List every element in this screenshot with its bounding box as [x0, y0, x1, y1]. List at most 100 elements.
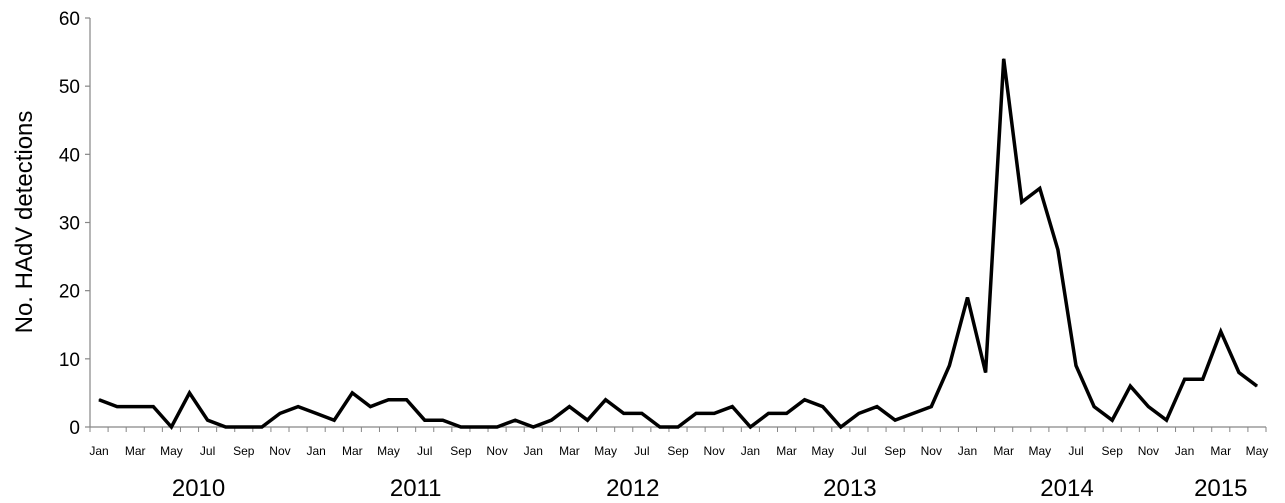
- data-point: [424, 419, 426, 421]
- x-tick-label: Mar: [125, 444, 146, 458]
- data-point: [840, 426, 842, 428]
- data-point: [1129, 385, 1131, 387]
- data-point: [985, 371, 987, 373]
- data-point: [1256, 385, 1258, 387]
- data-point: [98, 399, 100, 401]
- data-point: [1165, 419, 1167, 421]
- x-tick-label: Jul: [417, 444, 432, 458]
- data-point: [1057, 249, 1059, 251]
- data-point: [767, 412, 769, 414]
- data-point: [731, 406, 733, 408]
- x-tick-label: Jan: [1175, 444, 1194, 458]
- x-tick-label: May: [1246, 444, 1269, 458]
- data-point: [170, 426, 172, 428]
- axes: [85, 17, 1267, 432]
- data-point: [1238, 371, 1240, 373]
- data-point: [532, 426, 534, 428]
- x-tick-label: Mar: [1210, 444, 1231, 458]
- x-tick-label: Jan: [958, 444, 977, 458]
- data-point: [496, 426, 498, 428]
- y-tick-label: 40: [59, 145, 80, 166]
- y-tick-label: 0: [69, 418, 80, 439]
- y-tick-label: 30: [59, 214, 80, 235]
- data-point: [550, 419, 552, 421]
- data-point: [243, 426, 245, 428]
- data-point: [261, 426, 263, 428]
- data-point: [605, 399, 607, 401]
- data-point: [333, 419, 335, 421]
- data-point: [189, 392, 191, 394]
- x-tick-label: Nov: [486, 444, 507, 458]
- data-point: [514, 419, 516, 421]
- data-point: [695, 412, 697, 414]
- data-point: [478, 426, 480, 428]
- data-point: [894, 419, 896, 421]
- x-tick-label: Jan: [741, 444, 760, 458]
- x-tick-label: May: [377, 444, 400, 458]
- data-point: [587, 419, 589, 421]
- data-point: [930, 406, 932, 408]
- data-point: [966, 296, 968, 298]
- year-label: 2012: [606, 475, 659, 498]
- data-point: [225, 426, 227, 428]
- x-tick-label: Jan: [306, 444, 325, 458]
- x-tick-label: May: [160, 444, 183, 458]
- y-tick-labels: 0 10 20 30 40 50 60: [59, 9, 80, 439]
- x-tick-label: May: [811, 444, 834, 458]
- data-point: [858, 412, 860, 414]
- x-tick-label: Nov: [1138, 444, 1159, 458]
- year-labels: 2010 2011 2012 2013 2014 2015: [172, 475, 1248, 502]
- year-label: 2014: [1040, 475, 1093, 498]
- x-tick-labels: Jan Mar May Jul Sep Nov Jan Mar May Jul Sep Nov Jan M…: [89, 444, 1268, 458]
- data-point: [1021, 201, 1023, 203]
- x-tick-label: Nov: [269, 444, 290, 458]
- data-point: [641, 412, 643, 414]
- data-point: [1220, 331, 1222, 333]
- data-point: [659, 426, 661, 428]
- x-tick-label: Jan: [89, 444, 108, 458]
- data-point: [297, 406, 299, 408]
- x-tick-label: Mar: [993, 444, 1014, 458]
- data-point: [713, 412, 715, 414]
- x-tick-label: Jan: [524, 444, 543, 458]
- data-point: [1075, 365, 1077, 367]
- data-point: [1202, 378, 1204, 380]
- x-tick-label: May: [1029, 444, 1052, 458]
- data-point: [369, 406, 371, 408]
- y-axis-label: No. HAdV detections: [11, 111, 38, 334]
- x-tick-label: Sep: [1102, 444, 1124, 458]
- data-point: [279, 412, 281, 414]
- data-point: [1111, 419, 1113, 421]
- data-point: [822, 406, 824, 408]
- x-tick-label: Jul: [1068, 444, 1083, 458]
- data-point: [134, 406, 136, 408]
- data-point: [1093, 406, 1095, 408]
- series: [98, 58, 1259, 431]
- data-point: [912, 412, 914, 414]
- x-tick-label: May: [594, 444, 617, 458]
- y-tick-label: 60: [59, 9, 80, 30]
- data-point: [876, 406, 878, 408]
- data-point: [568, 406, 570, 408]
- data-point: [1184, 378, 1186, 380]
- data-point: [207, 419, 209, 421]
- x-tick-label: Jul: [200, 444, 215, 458]
- data-point: [677, 426, 679, 428]
- y-tick-label: 10: [59, 350, 80, 371]
- x-tick-label: Nov: [921, 444, 942, 458]
- data-point: [1039, 187, 1041, 189]
- series-line: [98, 58, 1259, 431]
- data-point: [351, 392, 353, 394]
- x-tick-label: Jul: [634, 444, 649, 458]
- data-point: [804, 399, 806, 401]
- data-point: [116, 406, 118, 408]
- data-point: [786, 412, 788, 414]
- data-point: [442, 419, 444, 421]
- data-point: [315, 412, 317, 414]
- year-label: 2010: [172, 475, 225, 498]
- year-label: 2013: [823, 475, 876, 498]
- data-point: [152, 406, 154, 408]
- x-tick-label: Sep: [667, 444, 689, 458]
- x-tick-label: Mar: [342, 444, 363, 458]
